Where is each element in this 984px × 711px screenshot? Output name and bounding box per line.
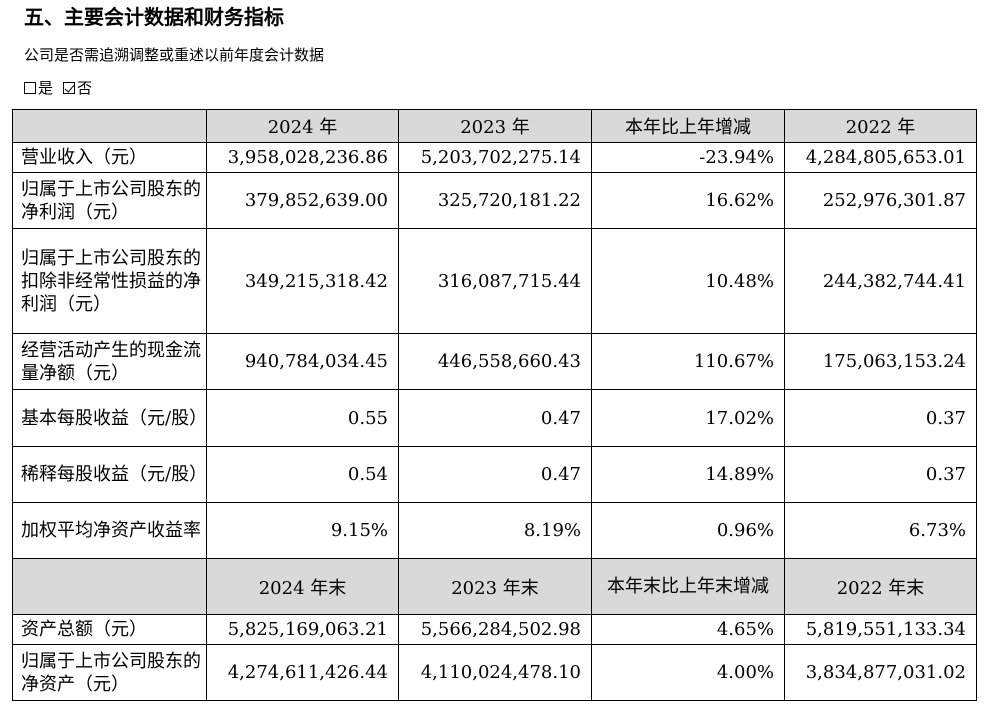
option-yes[interactable]: 是 [24, 77, 53, 99]
row-label: 归属于上市公司股东的扣除非经常性损益的净利润（元） [12, 228, 207, 334]
restatement-options: 是 否 [24, 77, 92, 99]
value-cell: 10.48% [591, 228, 785, 334]
header-cell: 本年比上年增减 [591, 109, 785, 143]
table-row: 归属于上市公司股东的扣除非经常性损益的净利润（元） 349,215,318.42… [12, 228, 977, 334]
value-cell: 110.67% [591, 333, 785, 390]
header-cell: 2024 年 [206, 109, 399, 143]
value-cell: 5,203,702,275.14 [398, 142, 592, 173]
value-cell: 446,558,660.43 [398, 333, 592, 390]
option-yes-label: 是 [38, 79, 54, 97]
header-cell: 2023 年末 [398, 558, 592, 615]
row-label: 营业收入（元） [12, 142, 207, 173]
value-cell: 3,834,877,031.02 [784, 644, 977, 701]
value-cell: 0.54 [206, 446, 399, 503]
value-cell: 17.02% [591, 389, 785, 447]
header-cell [12, 558, 207, 615]
table-row: 归属于上市公司股东的净资产（元） 4,274,611,426.44 4,110,… [12, 644, 977, 701]
value-cell: -23.94% [591, 142, 785, 173]
header-cell [12, 109, 207, 143]
row-label: 资产总额（元） [12, 614, 207, 645]
value-cell: 4,284,805,653.01 [784, 142, 977, 173]
value-cell: 4,110,024,478.10 [398, 644, 592, 701]
value-cell: 0.37 [784, 446, 977, 503]
value-cell: 0.47 [398, 446, 592, 503]
value-cell: 5,566,284,502.98 [398, 614, 592, 645]
value-cell: 0.55 [206, 389, 399, 447]
value-cell: 244,382,744.41 [784, 228, 977, 334]
header-cell: 2022 年末 [784, 558, 977, 615]
financial-indicators-table: 2024 年 2023 年 本年比上年增减 2022 年 营业收入（元） 3,9… [12, 109, 977, 701]
row-label: 基本每股收益（元/股） [12, 389, 207, 447]
value-cell: 14.89% [591, 446, 785, 503]
value-cell: 5,825,169,063.21 [206, 614, 399, 645]
value-cell: 940,784,034.45 [206, 333, 399, 390]
table-row: 资产总额（元） 5,825,169,063.21 5,566,284,502.9… [12, 614, 977, 645]
value-cell: 4.65% [591, 614, 785, 645]
row-label: 归属于上市公司股东的净资产（元） [12, 644, 207, 701]
row-label: 加权平均净资产收益率 [12, 502, 207, 559]
value-cell: 325,720,181.22 [398, 172, 592, 229]
table-row: 经营活动产生的现金流量净额（元） 940,784,034.45 446,558,… [12, 333, 977, 390]
table-row: 归属于上市公司股东的净利润（元） 379,852,639.00 325,720,… [12, 172, 977, 229]
value-cell: 0.96% [591, 502, 785, 559]
value-cell: 5,819,551,133.34 [784, 614, 977, 645]
table-row: 稀释每股收益（元/股） 0.54 0.47 14.89% 0.37 [12, 446, 977, 503]
value-cell: 9.15% [206, 502, 399, 559]
value-cell: 349,215,318.42 [206, 228, 399, 334]
value-cell: 6.73% [784, 502, 977, 559]
header-cell: 2022 年 [784, 109, 977, 143]
value-cell: 252,976,301.87 [784, 172, 977, 229]
value-cell: 8.19% [398, 502, 592, 559]
header-cell: 2023 年 [398, 109, 592, 143]
row-label: 经营活动产生的现金流量净额（元） [12, 333, 207, 390]
restatement-question: 公司是否需追溯调整或重述以前年度会计数据 [24, 46, 325, 64]
checkbox-no-checked-icon[interactable] [63, 82, 76, 94]
header-cell: 本年末比上年末增减 [591, 558, 785, 615]
value-cell: 316,087,715.44 [398, 228, 592, 334]
option-no[interactable]: 否 [63, 77, 92, 99]
value-cell: 3,958,028,236.86 [206, 142, 399, 173]
value-cell: 4.00% [591, 644, 785, 701]
table-row: 加权平均净资产收益率 9.15% 8.19% 0.96% 6.73% [12, 502, 977, 559]
section-title: 五、主要会计数据和财务指标 [24, 5, 284, 29]
row-label: 稀释每股收益（元/股） [12, 446, 207, 503]
value-cell: 175,063,153.24 [784, 333, 977, 390]
header-cell: 2024 年末 [206, 558, 399, 615]
option-no-label: 否 [77, 79, 93, 97]
table-row: 营业收入（元） 3,958,028,236.86 5,203,702,275.1… [12, 142, 977, 173]
table-header-row: 2024 年末 2023 年末 本年末比上年末增减 2022 年末 [12, 558, 977, 615]
value-cell: 16.62% [591, 172, 785, 229]
value-cell: 4,274,611,426.44 [206, 644, 399, 701]
checkbox-yes-icon[interactable] [24, 82, 36, 94]
row-label: 归属于上市公司股东的净利润（元） [12, 172, 207, 229]
value-cell: 379,852,639.00 [206, 172, 399, 229]
value-cell: 0.37 [784, 389, 977, 447]
table-header-row: 2024 年 2023 年 本年比上年增减 2022 年 [12, 109, 977, 143]
value-cell: 0.47 [398, 389, 592, 447]
table-row: 基本每股收益（元/股） 0.55 0.47 17.02% 0.37 [12, 389, 977, 447]
